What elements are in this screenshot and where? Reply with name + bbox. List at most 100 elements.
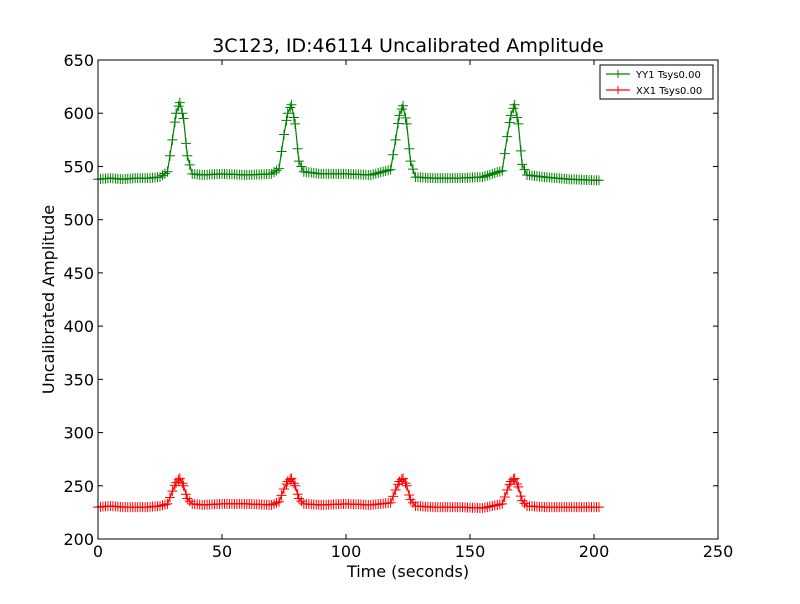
data-point-marker xyxy=(400,112,411,123)
data-point-marker xyxy=(482,502,493,513)
x-tick-label: 0 xyxy=(93,542,103,561)
x-tick-label: 200 xyxy=(579,542,610,561)
data-point-marker xyxy=(167,134,178,145)
series-yy1 xyxy=(93,97,604,186)
data-point-marker xyxy=(519,164,530,175)
data-point-marker xyxy=(159,499,170,510)
data-point-marker xyxy=(593,502,604,513)
data-point-marker xyxy=(593,175,604,186)
data-point-marker xyxy=(505,110,516,121)
data-point-marker xyxy=(184,159,195,170)
data-point-marker xyxy=(388,491,399,502)
data-point-marker xyxy=(370,168,381,179)
data-point-marker xyxy=(517,159,528,170)
data-point-marker xyxy=(292,143,303,154)
legend: YY1 Tsys0.00 XX1 Tsys0.00 xyxy=(599,64,714,100)
data-point-marker xyxy=(390,485,401,496)
data-point-marker xyxy=(492,499,503,510)
legend-marker-swatch xyxy=(614,70,622,78)
data-point-marker xyxy=(404,143,415,154)
data-point-marker xyxy=(181,489,192,500)
data-point-marker xyxy=(390,134,401,145)
data-point-marker xyxy=(401,118,412,129)
chart-title: 3C123, ID:46114 Uncalibrated Amplitude xyxy=(212,35,604,57)
data-point-marker xyxy=(271,497,282,508)
data-point-marker xyxy=(169,117,180,128)
data-point-marker xyxy=(407,164,418,175)
data-point-marker xyxy=(489,168,500,179)
data-point-marker xyxy=(499,491,510,502)
data-point-marker xyxy=(266,499,277,510)
data-point-marker xyxy=(385,164,396,175)
x-axis-title: Time (seconds) xyxy=(346,562,469,581)
data-point-marker xyxy=(182,493,193,504)
data-point-marker xyxy=(509,473,520,484)
data-point-marker xyxy=(383,165,394,176)
data-point-marker xyxy=(479,502,490,513)
y-tick-label: 200 xyxy=(63,530,94,549)
data-point-marker xyxy=(515,145,526,156)
data-point-marker xyxy=(279,129,289,140)
data-point-marker xyxy=(276,146,287,157)
data-point-marker xyxy=(365,169,376,180)
legend-marker-swatch xyxy=(614,86,622,94)
data-point-marker xyxy=(502,485,513,496)
x-tick-label: 100 xyxy=(331,542,362,561)
ticks: 0 50 100 150 200 250 200 250 300 350 400 450 500 550 6… xyxy=(63,51,733,561)
data-point-marker xyxy=(182,150,193,161)
data-point-marker xyxy=(484,501,495,512)
data-point-marker xyxy=(274,496,285,507)
data-point-marker xyxy=(519,498,530,509)
y-tick-label: 450 xyxy=(63,264,94,283)
y-tick-label: 400 xyxy=(63,317,94,336)
y-tick-label: 300 xyxy=(63,424,94,443)
data-point-marker xyxy=(509,99,520,110)
data-point-marker xyxy=(292,489,303,500)
data-point-marker xyxy=(373,167,384,178)
y-tick-label: 600 xyxy=(63,104,94,123)
data-point-marker xyxy=(398,473,409,484)
plot-area xyxy=(93,97,604,514)
data-point-marker xyxy=(162,498,173,509)
y-tick-label: 650 xyxy=(63,51,94,70)
data-point-marker xyxy=(177,478,188,489)
data-point-marker xyxy=(293,156,304,167)
data-point-marker xyxy=(296,161,307,172)
data-point-marker xyxy=(497,498,508,509)
data-point-marker xyxy=(155,501,165,512)
data-point-marker xyxy=(174,473,185,484)
data-point-marker xyxy=(494,499,505,510)
data-point-marker xyxy=(393,118,404,129)
data-point-marker xyxy=(499,148,510,159)
data-point-marker xyxy=(282,108,293,119)
x-tick-label: 50 xyxy=(212,542,232,561)
data-point-marker xyxy=(517,495,528,506)
data-point-marker xyxy=(513,481,524,492)
data-point-marker xyxy=(400,478,411,489)
data-point-marker xyxy=(492,167,503,178)
legend-label: XX1 Tsys0.00 xyxy=(636,86,702,97)
data-point-marker xyxy=(288,478,299,489)
data-point-marker xyxy=(494,166,505,177)
data-point-marker xyxy=(497,165,508,176)
data-point-marker xyxy=(157,500,168,511)
data-point-marker xyxy=(482,170,493,181)
data-point-marker xyxy=(385,497,396,508)
data-point-marker xyxy=(281,115,292,126)
data-point-marker xyxy=(484,169,495,180)
data-point-marker xyxy=(293,493,304,504)
y-tick-label: 250 xyxy=(63,477,94,496)
data-point-marker xyxy=(404,490,415,501)
data-point-marker xyxy=(290,118,301,129)
data-point-marker xyxy=(504,117,515,128)
y-tick-label: 500 xyxy=(63,211,94,230)
data-point-marker xyxy=(164,492,175,503)
y-tick-label: 350 xyxy=(63,370,94,389)
data-point-marker xyxy=(174,97,185,108)
data-point-marker xyxy=(477,503,488,514)
data-point-marker xyxy=(513,118,524,129)
data-point-marker xyxy=(380,165,391,176)
series-xx1 xyxy=(93,473,604,514)
data-point-marker xyxy=(375,167,386,178)
data-point-marker xyxy=(181,138,192,149)
